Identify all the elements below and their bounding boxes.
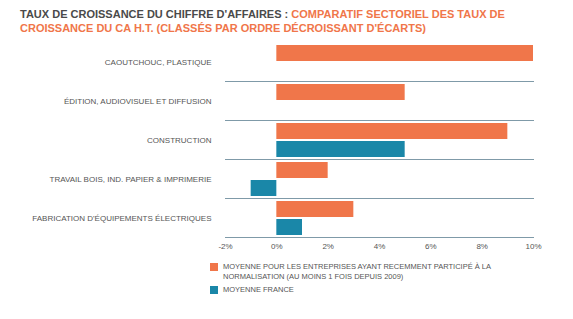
svg-text:8%: 8% [476,242,488,251]
html-text:MOYENNE FRANCE: MOYENNE FRANCE [223,285,294,294]
svg-text:ÉDITION, AUDIOVISUEL ET DIFFUS: ÉDITION, AUDIOVISUEL ET DIFFUSION [64,97,212,106]
svg-text:4%: 4% [374,242,386,251]
html-text:MOYENNE POUR LES ENTREPRISES A: MOYENNE POUR LES ENTREPRISES AYANT RECEM… [223,262,491,281]
svg-text:TRAVAIL BOIS, IND. PAPIER & IM: TRAVAIL BOIS, IND. PAPIER & IMPRIMERIE [50,175,212,184]
svg-text:FABRICATION D'ÉQUIPEMENTS ÉLEC: FABRICATION D'ÉQUIPEMENTS ÉLECTRIQUES [32,214,211,223]
svg-text:10%: 10% [525,242,541,251]
html-text:TAUX DE CROISSANCE DU CHIFFRE: TAUX DE CROISSANCE DU CHIFFRE D'AFFAIRES… [20,8,505,34]
svg-text:-2%: -2% [218,242,232,251]
svg-text:0%: 0% [271,242,283,251]
svg-text:CONSTRUCTION: CONSTRUCTION [147,136,212,145]
svg-text:6%: 6% [425,242,437,251]
svg-text:CAOUTCHOUC, PLASTIQUE: CAOUTCHOUC, PLASTIQUE [105,58,212,67]
svg-text:2%: 2% [322,242,334,251]
